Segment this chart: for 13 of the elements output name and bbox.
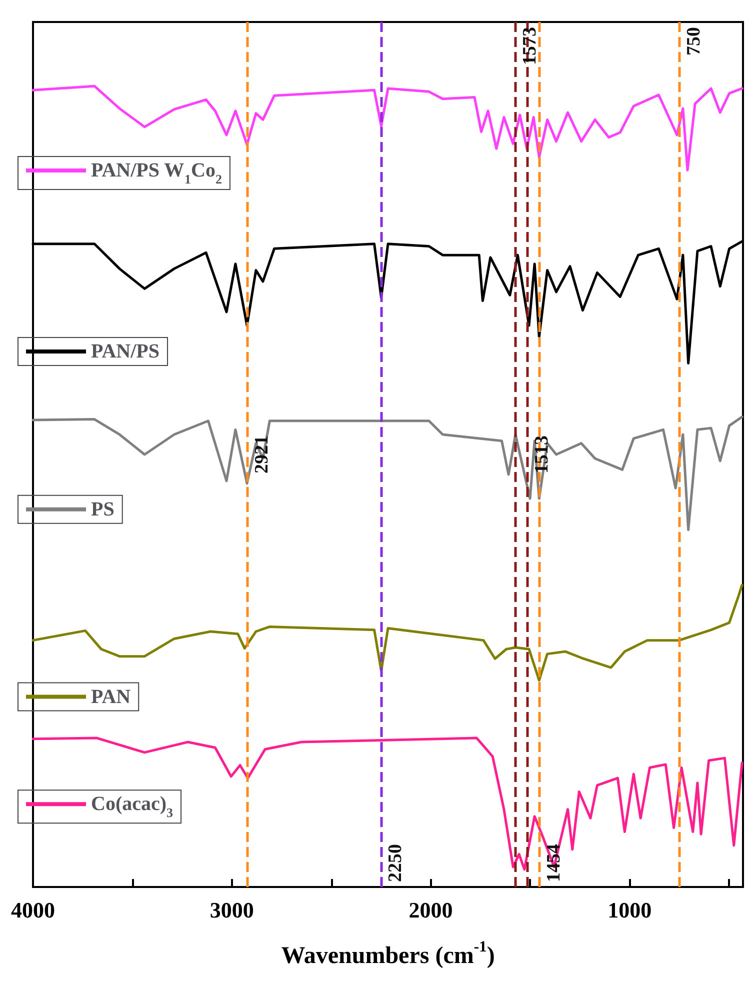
ref-line-label: 2250: [385, 844, 406, 882]
ref-line-label: 2921: [252, 436, 273, 474]
legend-label: PS: [91, 498, 114, 520]
ref-line-label: 750: [683, 27, 704, 56]
x-tick-label: 2000: [408, 898, 453, 922]
ref-line-label: 1573: [520, 27, 541, 65]
legend-label: PAN/PS: [91, 340, 160, 363]
x-tick-label: 1000: [608, 898, 652, 922]
x-tick-label: 4000: [11, 898, 55, 922]
ref-line-label: 1513: [532, 436, 553, 474]
x-tick-label: 3000: [210, 898, 254, 922]
ref-line-label: 1454: [543, 844, 564, 882]
legend-label: PAN: [91, 686, 132, 708]
